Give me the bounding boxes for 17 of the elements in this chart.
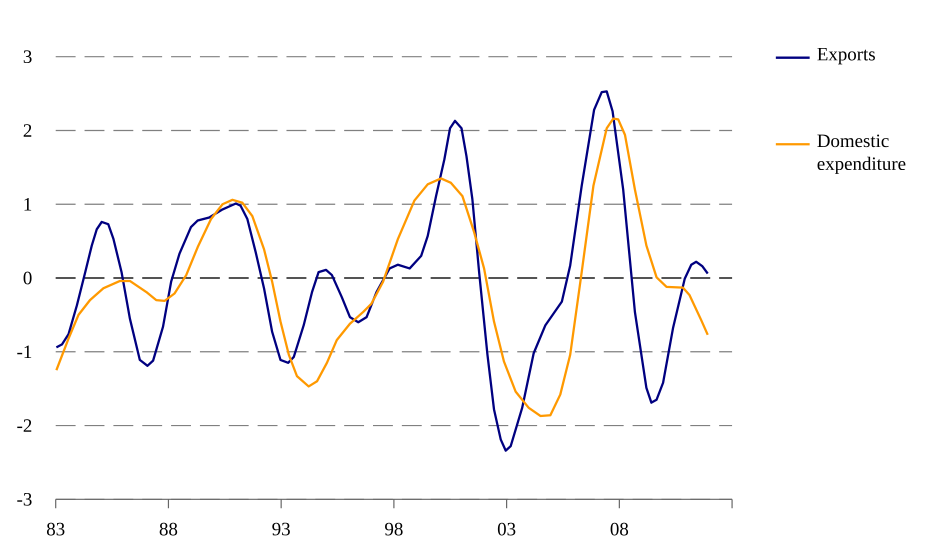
legend-label: Domestic expenditure: [817, 134, 906, 174]
y-tick-label: 1: [24, 198, 32, 210]
y-tick-label: -2: [17, 419, 32, 432]
y-tick-label: 3: [24, 50, 32, 64]
line-series: [55, 90, 709, 452]
y-tick-label: -3: [17, 492, 32, 506]
x-tick-label: 08: [610, 522, 628, 536]
y-tick-label: 0: [24, 272, 32, 284]
y-tick-label: 2: [24, 124, 32, 137]
x-tick-label: 83: [46, 522, 64, 536]
line-series: [55, 118, 709, 418]
x-tick-label: 93: [272, 522, 290, 536]
x-tick-label: 03: [498, 522, 516, 536]
x-tick-label: 98: [385, 522, 403, 536]
legend-label: Exports: [817, 48, 875, 64]
x-tick-label: 88: [160, 522, 178, 536]
y-tick-label: -1: [17, 346, 32, 358]
